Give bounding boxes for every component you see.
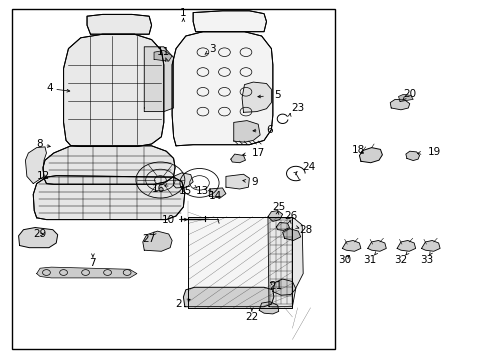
Polygon shape: [33, 176, 184, 220]
Text: 17: 17: [251, 148, 264, 158]
Polygon shape: [272, 279, 295, 295]
Polygon shape: [367, 240, 386, 251]
Text: 8: 8: [37, 139, 43, 149]
Polygon shape: [342, 240, 360, 251]
Polygon shape: [282, 229, 300, 240]
Text: 10: 10: [162, 215, 175, 225]
Text: 30: 30: [338, 255, 350, 265]
Text: 20: 20: [403, 89, 415, 99]
Text: 27: 27: [142, 234, 156, 244]
Polygon shape: [276, 222, 289, 230]
Polygon shape: [389, 99, 409, 110]
Text: 32: 32: [393, 255, 407, 265]
Polygon shape: [172, 32, 272, 146]
Polygon shape: [193, 11, 266, 32]
Polygon shape: [37, 267, 137, 278]
Text: 2: 2: [175, 299, 182, 309]
Polygon shape: [63, 34, 163, 147]
Text: 7: 7: [89, 258, 96, 268]
Polygon shape: [183, 287, 273, 307]
Polygon shape: [398, 94, 412, 102]
Polygon shape: [173, 173, 193, 188]
Text: 11: 11: [157, 47, 170, 57]
Polygon shape: [242, 82, 271, 112]
Polygon shape: [230, 154, 245, 163]
Text: 16: 16: [152, 184, 165, 194]
Text: 23: 23: [290, 103, 304, 113]
Text: 29: 29: [33, 229, 46, 239]
Text: 22: 22: [244, 312, 258, 322]
Text: 18: 18: [351, 145, 365, 156]
Polygon shape: [154, 50, 172, 61]
Text: 33: 33: [419, 255, 432, 265]
Polygon shape: [142, 231, 172, 251]
Polygon shape: [396, 240, 415, 251]
Polygon shape: [267, 218, 303, 307]
Text: 1: 1: [180, 8, 186, 18]
Polygon shape: [25, 147, 46, 184]
Text: 4: 4: [46, 83, 53, 93]
Text: 15: 15: [179, 186, 192, 196]
Text: 28: 28: [298, 225, 312, 235]
Text: 19: 19: [427, 147, 440, 157]
Polygon shape: [19, 228, 58, 248]
Text: 12: 12: [37, 171, 50, 181]
Polygon shape: [43, 146, 175, 184]
Text: 9: 9: [251, 177, 258, 187]
Polygon shape: [209, 188, 225, 198]
Text: 6: 6: [266, 125, 273, 135]
Polygon shape: [188, 217, 292, 308]
Text: 25: 25: [271, 202, 285, 212]
Polygon shape: [87, 14, 151, 34]
Bar: [12, 9, 334, 349]
Text: 26: 26: [284, 211, 297, 221]
Text: 3: 3: [209, 44, 216, 54]
Text: 14: 14: [208, 191, 222, 201]
Text: 13: 13: [196, 186, 209, 196]
Polygon shape: [267, 211, 282, 221]
Polygon shape: [225, 174, 249, 189]
Text: 31: 31: [363, 255, 376, 265]
Text: 5: 5: [273, 90, 280, 100]
Polygon shape: [359, 148, 382, 163]
Text: 21: 21: [269, 281, 283, 291]
Polygon shape: [144, 47, 173, 112]
Polygon shape: [259, 302, 278, 314]
Text: 24: 24: [302, 162, 315, 172]
Polygon shape: [405, 151, 419, 161]
Polygon shape: [421, 240, 439, 251]
Polygon shape: [233, 121, 260, 142]
